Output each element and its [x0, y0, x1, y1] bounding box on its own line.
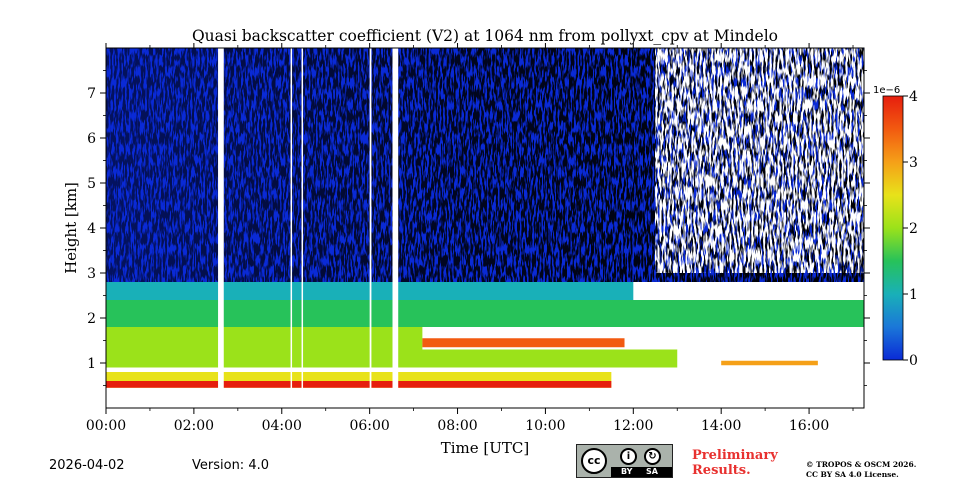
colorbar-tick-label-1: 1 — [909, 287, 918, 303]
colorbar-tick-label-0: 0 — [909, 353, 918, 369]
data-gap-2 — [301, 48, 304, 408]
colorbar-multiplier: 1e−6 — [873, 85, 900, 96]
y-tick-label-1: 2 — [87, 311, 96, 327]
data-gap-0 — [218, 48, 224, 408]
preliminary-results-note: Preliminary Results. — [692, 448, 778, 478]
x-tick-label-2: 04:00 — [262, 418, 302, 434]
cc-license-badge[interactable]: cc i ↻ BY SA — [576, 444, 673, 478]
creative-commons-icon: cc — [581, 448, 607, 474]
colorbar-gradient — [882, 95, 904, 361]
x-tick-label-1: 02:00 — [174, 418, 214, 434]
attribution-icon: i — [620, 448, 637, 465]
colorbar: 1e−6 0 1 2 3 4 — [873, 85, 918, 369]
footer-version: Version: 4.0 — [192, 458, 269, 473]
y-tick-label-0: 1 — [87, 356, 96, 372]
y-axis-label: Height [km] — [62, 182, 80, 274]
layer-3 — [106, 327, 423, 350]
license-sa-text: SA — [646, 467, 658, 476]
footer-date: 2026-04-02 — [49, 458, 125, 473]
copyright-line-2: CC BY SA 4.0 License. — [806, 470, 899, 479]
x-tick-label-3: 06:00 — [349, 418, 389, 434]
colorbar-tick-label-4: 4 — [909, 89, 918, 105]
layer-7 — [106, 381, 612, 388]
x-axis-label: Time [UTC] — [441, 439, 530, 457]
colorbar-tick-label-2: 2 — [909, 221, 918, 237]
license-strip: BY SA — [611, 467, 672, 477]
x-tick-label-6: 12:00 — [613, 418, 653, 434]
preliminary-line-2: Results. — [692, 463, 751, 478]
data-gap-4 — [392, 48, 399, 408]
preliminary-line-1: Preliminary — [692, 448, 778, 463]
y-tick-label-4: 5 — [87, 176, 96, 192]
colorbar-tick-label-3: 3 — [909, 155, 918, 171]
share-alike-icon: ↻ — [644, 448, 661, 465]
x-tick-label-8: 16:00 — [789, 418, 829, 434]
y-tick-label-3: 4 — [87, 221, 96, 237]
layer-8 — [721, 360, 818, 366]
copyright-line-1: © TROPOS & OSCM 2026. — [806, 460, 917, 469]
layer-5 — [106, 349, 678, 368]
copyright-note: © TROPOS & OSCM 2026. CC BY SA 4.0 Licen… — [806, 460, 916, 480]
x-tick-label-4: 08:00 — [437, 418, 477, 434]
plot-area — [106, 48, 864, 408]
signal-dropout-speckle — [655, 48, 864, 273]
y-tick-label-2: 3 — [87, 266, 96, 282]
x-axis: 00:00 02:00 04:00 06:00 08:00 10:00 12:00 14:00… — [86, 43, 854, 434]
data-gap-3 — [369, 48, 372, 408]
y-tick-label-5: 6 — [87, 131, 96, 147]
license-by-text: BY — [621, 467, 633, 476]
x-tick-label-0: 00:00 — [86, 418, 126, 434]
y-axis: 1 2 3 4 5 6 7 — [87, 70, 870, 386]
y-tick-label-6: 7 — [87, 86, 96, 102]
data-gap-1 — [290, 48, 293, 408]
layer-4 — [422, 338, 625, 348]
layer-2 — [106, 300, 864, 327]
chart-title: Quasi backscatter coefficient (V2) at 10… — [192, 27, 778, 45]
x-tick-label-7: 14:00 — [701, 418, 741, 434]
x-tick-label-5: 10:00 — [525, 418, 565, 434]
